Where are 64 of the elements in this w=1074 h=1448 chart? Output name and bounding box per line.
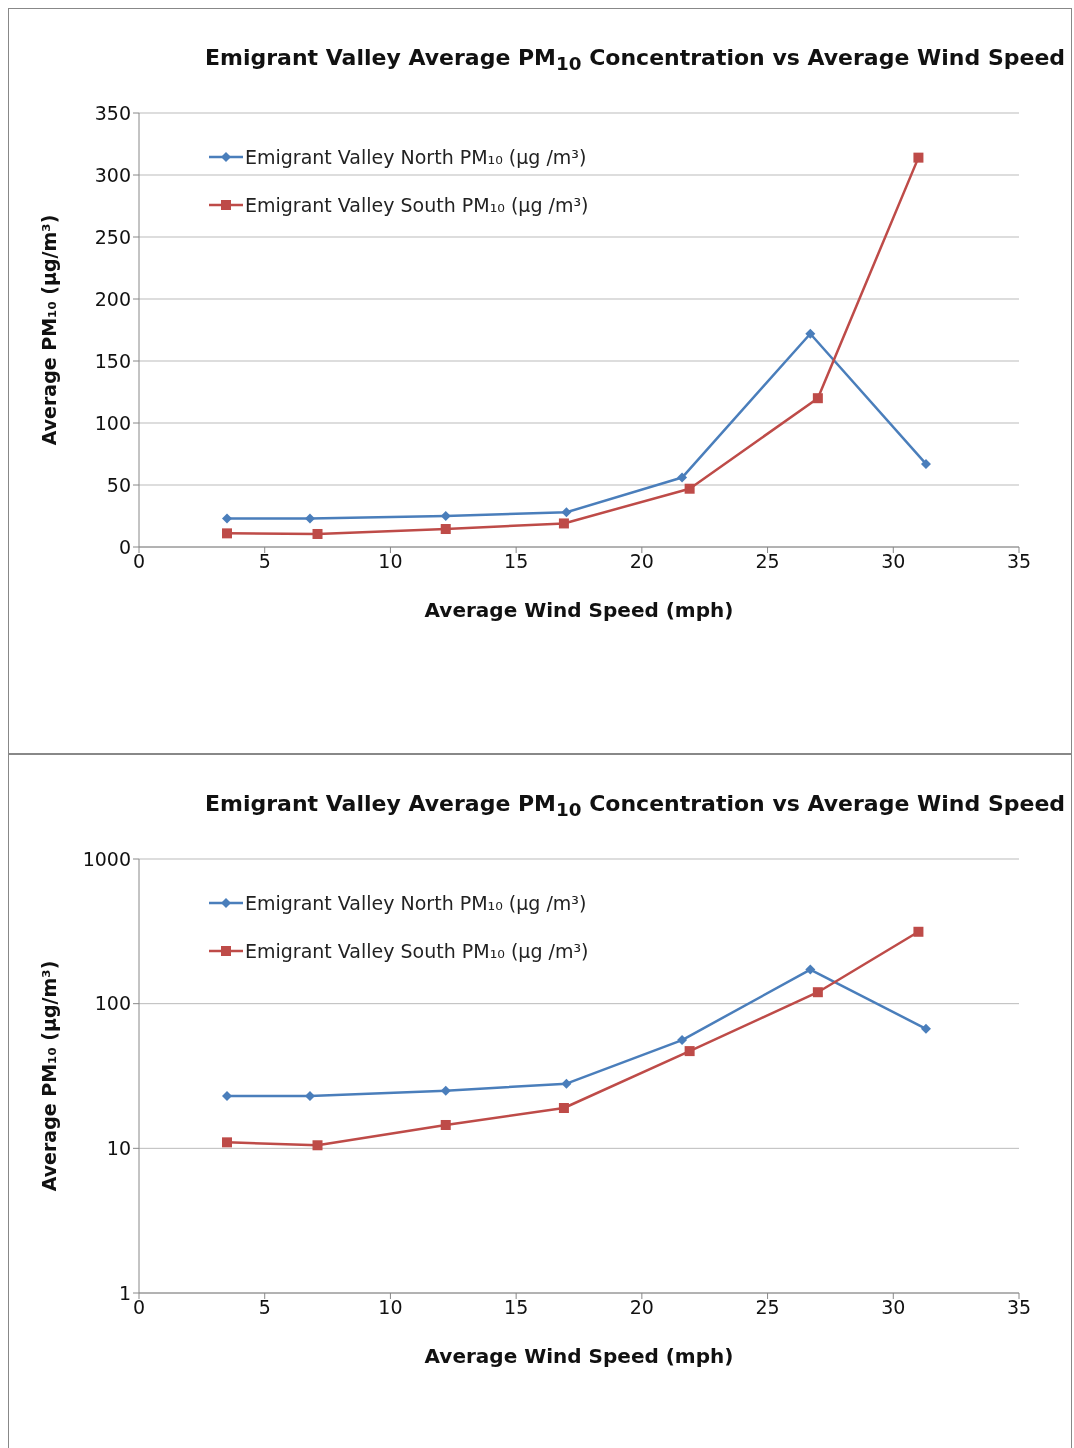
point <box>558 1103 569 1114</box>
y-tick-label: 300 <box>94 163 131 186</box>
y-tick-label: 50 <box>106 473 131 496</box>
point <box>920 1023 931 1034</box>
chart-title: Emigrant Valley Average PM$_{10}$ Concentration vs Average Wind Speed <box>204 790 1067 823</box>
point <box>304 513 315 524</box>
y-axis-title: Average PM₁₀ (µg/m³) <box>37 214 60 446</box>
legend-label: Emigrant Valley South PM₁₀ (µg /m³) <box>245 940 589 962</box>
point <box>561 507 572 518</box>
point <box>913 926 924 937</box>
x-tick-label: 5 <box>258 1296 271 1319</box>
x-tick-label: 10 <box>378 1296 403 1319</box>
point <box>920 458 931 469</box>
point <box>812 987 823 998</box>
point <box>805 328 816 339</box>
x-tick-label: 30 <box>881 1296 906 1319</box>
y-tick-label: 1 <box>118 1281 131 1304</box>
point <box>684 1046 695 1057</box>
x-tick-label: 5 <box>258 550 271 573</box>
point <box>312 1140 323 1151</box>
legend-label: Emigrant Valley South PM₁₀ (µg /m³) <box>245 194 589 216</box>
point <box>440 1119 451 1130</box>
point <box>677 1035 688 1046</box>
point <box>440 524 451 535</box>
point <box>440 1085 451 1096</box>
x-tick-label: 35 <box>1006 550 1032 573</box>
point <box>913 152 924 163</box>
point <box>222 1091 232 1101</box>
y-tick-label: 250 <box>94 225 131 248</box>
x-tick-label: 10 <box>378 550 403 573</box>
y-axis-title: Average PM₁₀ (µg/m³) <box>37 960 60 1192</box>
x-tick-label: 20 <box>629 1296 654 1319</box>
y-tick-label: 0 <box>118 535 131 558</box>
chart-title: Emigrant Valley Average PM$_{10}$ Concentration vs Average Wind Speed <box>204 44 1067 77</box>
y-tick-label: 350 <box>94 101 131 124</box>
point <box>684 483 695 494</box>
point <box>561 1078 572 1089</box>
x-tick-label: 25 <box>755 1296 780 1319</box>
y-tick-label: 200 <box>94 287 131 310</box>
legend-label: Emigrant Valley North PM₁₀ (µg /m³) <box>245 892 587 914</box>
y-tick-label: 10 <box>106 1137 131 1160</box>
y-tick-label: 100 <box>94 992 131 1015</box>
y-tick-label: 150 <box>94 349 131 372</box>
x-tick-label: 0 <box>132 550 146 573</box>
x-axis-title: Average Wind Speed (mph) <box>424 598 734 622</box>
point <box>222 513 232 524</box>
point <box>312 528 323 539</box>
x-tick-label: 0 <box>132 1296 146 1319</box>
y-tick-label: 1000 <box>82 847 131 870</box>
point <box>222 528 232 539</box>
point <box>558 518 569 529</box>
point <box>805 964 816 975</box>
x-tick-label: 15 <box>504 550 529 573</box>
x-tick-label: 20 <box>629 550 654 573</box>
x-axis-title: Average Wind Speed (mph) <box>424 1344 734 1368</box>
point <box>222 1137 232 1148</box>
x-tick-label: 35 <box>1006 1296 1032 1319</box>
x-tick-label: 25 <box>755 550 780 573</box>
x-tick-label: 30 <box>881 550 906 573</box>
x-tick-label: 15 <box>504 1296 529 1319</box>
point <box>677 472 688 483</box>
y-tick-label: 100 <box>94 411 131 434</box>
point <box>812 393 823 404</box>
legend-label: Emigrant Valley North PM₁₀ (µg /m³) <box>245 146 587 168</box>
